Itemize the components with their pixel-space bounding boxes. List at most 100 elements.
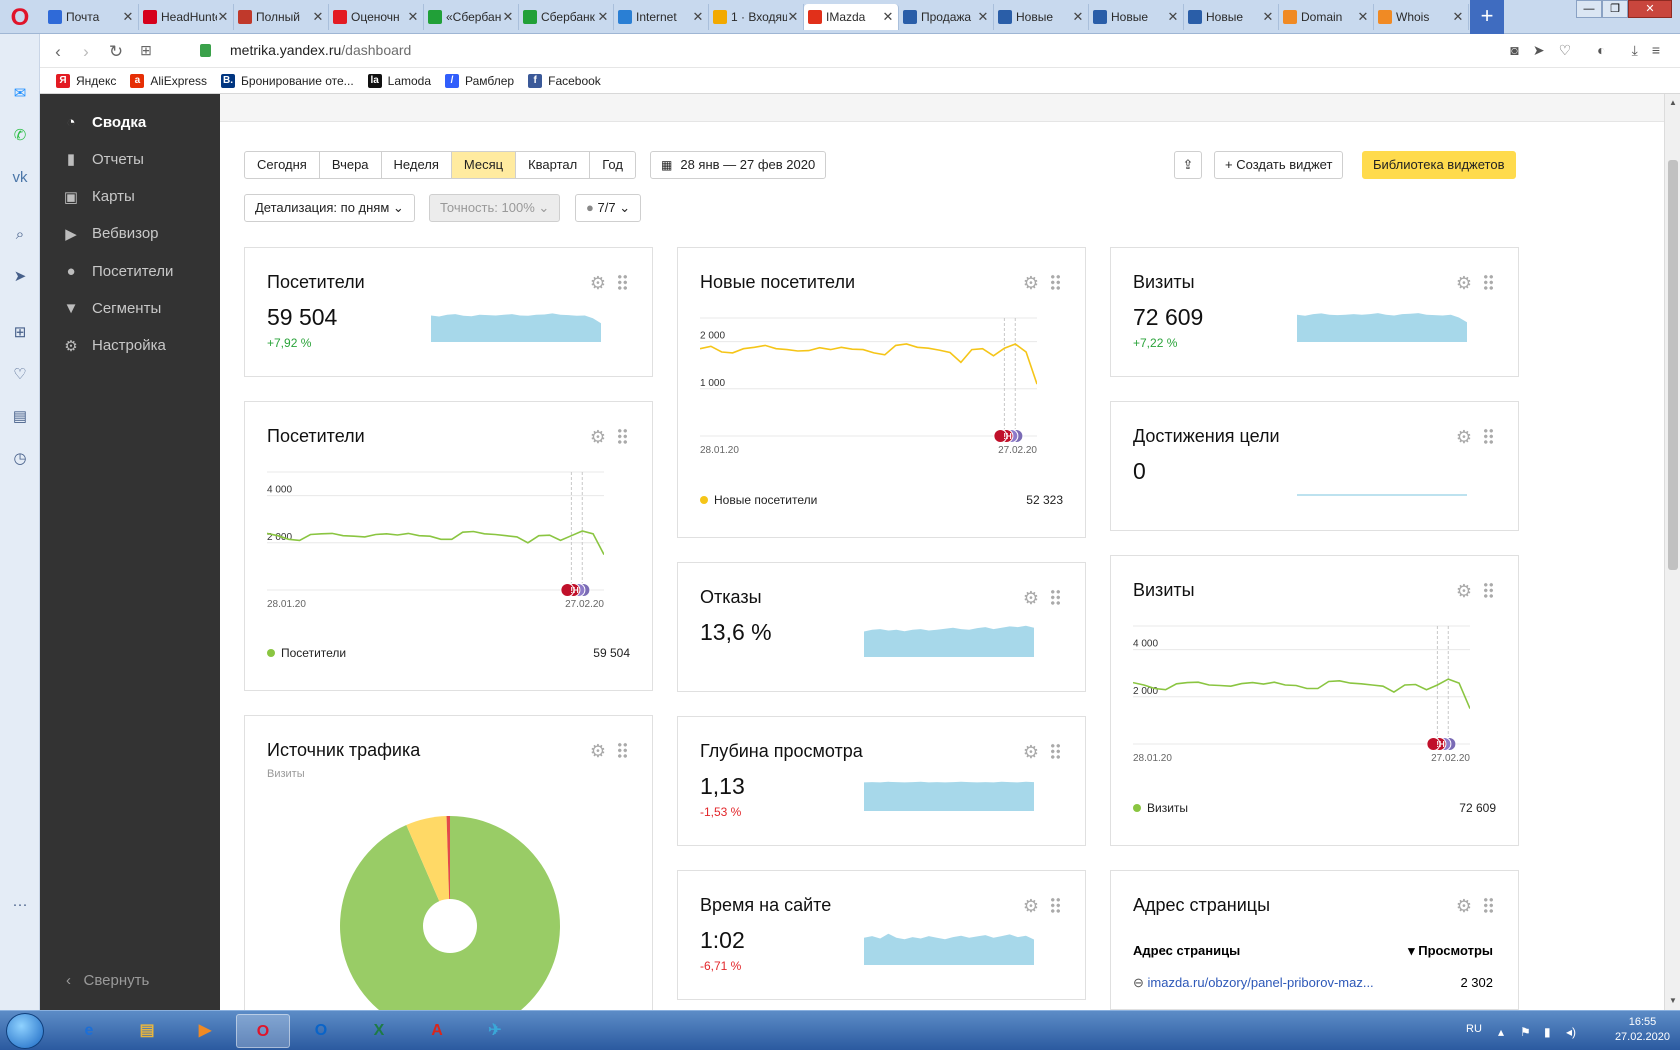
tab-10[interactable]: Новые ✕ <box>994 4 1089 30</box>
tab-13[interactable]: Domain ✕ <box>1279 4 1374 30</box>
close-tab-icon[interactable]: ✕ <box>1072 9 1084 24</box>
export-button[interactable]: ⇪ <box>1174 151 1202 179</box>
period-2[interactable]: Неделя <box>382 152 452 178</box>
drag-handle-icon[interactable] <box>1483 428 1494 445</box>
explorer-icon[interactable]: ▤ <box>139 1022 155 1039</box>
annotation-marker[interactable] <box>993 429 1008 443</box>
more-icon[interactable]: ··· <box>12 896 28 913</box>
gear-icon[interactable]: ⚙ <box>589 427 606 447</box>
drag-handle-icon[interactable] <box>617 428 628 445</box>
tab-6[interactable]: Internet ✕ <box>614 4 709 30</box>
opera-icon[interactable]: O <box>236 1014 290 1048</box>
sidebar-item-2[interactable]: ▣ Карты <box>62 183 135 211</box>
scroll-thumb[interactable] <box>1668 160 1678 570</box>
close-tab-icon[interactable]: ✕ <box>882 9 894 24</box>
sidebar-item-0[interactable]: ◔ Сводка <box>62 108 146 136</box>
forward-icon[interactable]: › <box>83 42 89 61</box>
speed-dial-icon[interactable]: ⊞ <box>13 324 27 341</box>
bookmark-0[interactable]: Я Яндекс <box>56 73 116 88</box>
scroll-down-icon[interactable]: ▼ <box>1669 996 1677 1005</box>
collapse-sidebar-button[interactable]: ‹ Свернуть <box>66 972 150 989</box>
drag-handle-icon[interactable] <box>1483 897 1494 914</box>
segments-dropdown[interactable]: ● 7/7 ⌄ <box>575 194 642 222</box>
close-tab-icon[interactable]: ✕ <box>122 9 134 24</box>
tab-4[interactable]: «Сбербанк ✕ <box>424 4 519 30</box>
close-tab-icon[interactable]: ✕ <box>1357 9 1369 24</box>
flag-icon[interactable]: ⚑ <box>1520 1025 1531 1039</box>
tab-7[interactable]: 1 · Входящие✕ <box>709 4 804 30</box>
close-tab-icon[interactable]: ✕ <box>1167 9 1179 24</box>
close-tab-icon[interactable]: ✕ <box>977 9 989 24</box>
bookmark-5[interactable]: f Facebook <box>528 73 601 88</box>
close-tab-icon[interactable]: ✕ <box>502 9 514 24</box>
tab-3[interactable]: Оценочн ✕ <box>329 4 424 30</box>
tab-14[interactable]: Whois ✕ <box>1374 4 1469 30</box>
accuracy-dropdown[interactable]: Точность: 100% ⌄ <box>429 194 561 222</box>
drag-handle-icon[interactable] <box>617 274 628 291</box>
annotation-marker[interactable] <box>1426 737 1441 751</box>
volume-icon[interactable]: ◂) <box>1566 1025 1577 1039</box>
close-tab-icon[interactable]: ✕ <box>787 9 799 24</box>
heart-icon[interactable]: ♡ <box>1558 42 1572 58</box>
tray-arrow-icon[interactable]: ▴ <box>1498 1025 1505 1039</box>
close-tab-icon[interactable]: ✕ <box>217 9 229 24</box>
gear-icon[interactable]: ⚙ <box>1455 896 1472 916</box>
drag-handle-icon[interactable] <box>1483 582 1494 599</box>
close-window-button[interactable]: ✕ <box>1628 0 1672 18</box>
period-4[interactable]: Квартал <box>516 152 591 178</box>
sidebar-item-3[interactable]: ▶ Вебвизор <box>62 220 158 248</box>
bookmark-1[interactable]: a AliExpress <box>130 73 207 88</box>
close-tab-icon[interactable]: ✕ <box>597 9 609 24</box>
drag-handle-icon[interactable] <box>1050 743 1061 760</box>
start-button[interactable] <box>6 1013 44 1049</box>
page-url-link[interactable]: imazda.ru/obzory/panel-priborov-maz... <box>1147 975 1374 990</box>
drag-handle-icon[interactable] <box>1050 897 1061 914</box>
history-icon[interactable]: ◷ <box>13 450 27 467</box>
opera-menu-icon[interactable]: O <box>10 4 30 31</box>
close-tab-icon[interactable]: ✕ <box>312 9 324 24</box>
sidebar-item-1[interactable]: ▮ Отчеты <box>62 145 144 173</box>
close-tab-icon[interactable]: ✕ <box>1262 9 1274 24</box>
bookmarks-icon[interactable]: ♡ <box>13 366 27 383</box>
back-icon[interactable]: ‹ <box>55 42 61 61</box>
gear-icon[interactable]: ⚙ <box>1455 427 1472 447</box>
clock[interactable]: 16:55 27.02.2020 <box>1615 1015 1670 1045</box>
drag-handle-icon[interactable] <box>1483 274 1494 291</box>
close-tab-icon[interactable]: ✕ <box>407 9 419 24</box>
excel-icon[interactable]: X <box>373 1022 385 1039</box>
bookmark-4[interactable]: / Рамблер <box>445 73 514 88</box>
annotation-marker[interactable] <box>560 583 575 597</box>
tab-0[interactable]: Почта ✕ <box>44 4 139 30</box>
tab-11[interactable]: Новые ✕ <box>1089 4 1184 30</box>
date-range-picker[interactable]: ▦ 28 янв — 27 фев 2020 <box>650 151 827 179</box>
download-icon[interactable]: ⤓ <box>1631 42 1638 58</box>
menu-icon[interactable]: ≡ <box>1651 42 1660 58</box>
url-field[interactable]: metrika.yandex.ru/dashboard <box>230 42 412 58</box>
tab-1[interactable]: HeadHunter✕ <box>139 4 234 30</box>
pie-slice[interactable] <box>446 815 450 926</box>
period-0[interactable]: Сегодня <box>245 152 320 178</box>
gear-icon[interactable]: ⚙ <box>1022 896 1039 916</box>
bird-icon[interactable]: ✈ <box>488 1022 502 1039</box>
tab-9[interactable]: Продажа ✕ <box>899 4 994 30</box>
close-tab-icon[interactable]: ✕ <box>692 9 704 24</box>
drag-handle-icon[interactable] <box>1050 589 1061 606</box>
send-icon[interactable]: ➤ <box>1532 42 1545 58</box>
widget-library-button[interactable]: Библиотека виджетов <box>1362 151 1516 179</box>
outlook-icon[interactable]: O <box>314 1022 328 1039</box>
drag-handle-icon[interactable] <box>617 742 628 759</box>
media-icon[interactable]: ▶ <box>198 1022 212 1039</box>
whatsapp-icon[interactable]: ✆ <box>13 127 27 144</box>
period-3[interactable]: Месяц <box>451 152 517 178</box>
gear-icon[interactable]: ⚙ <box>589 741 606 761</box>
close-tab-icon[interactable]: ✕ <box>1452 9 1464 24</box>
detail-dropdown[interactable]: Детализация: по дням ⌄ <box>244 194 415 222</box>
vpn-icon[interactable]: ◐ <box>1597 42 1606 58</box>
new-tab-button[interactable]: + <box>1470 0 1504 34</box>
ie-icon[interactable]: e <box>84 1022 94 1039</box>
bookmark-3[interactable]: la Lamoda <box>367 73 431 88</box>
acrobat-icon[interactable]: A <box>431 1022 443 1039</box>
network-icon[interactable]: ▮ <box>1544 1025 1551 1039</box>
vk-icon[interactable]: vk <box>12 169 28 186</box>
tab-2[interactable]: Полный ✕ <box>234 4 329 30</box>
